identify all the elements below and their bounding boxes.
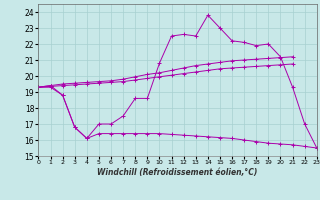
X-axis label: Windchill (Refroidissement éolien,°C): Windchill (Refroidissement éolien,°C) — [97, 168, 258, 177]
